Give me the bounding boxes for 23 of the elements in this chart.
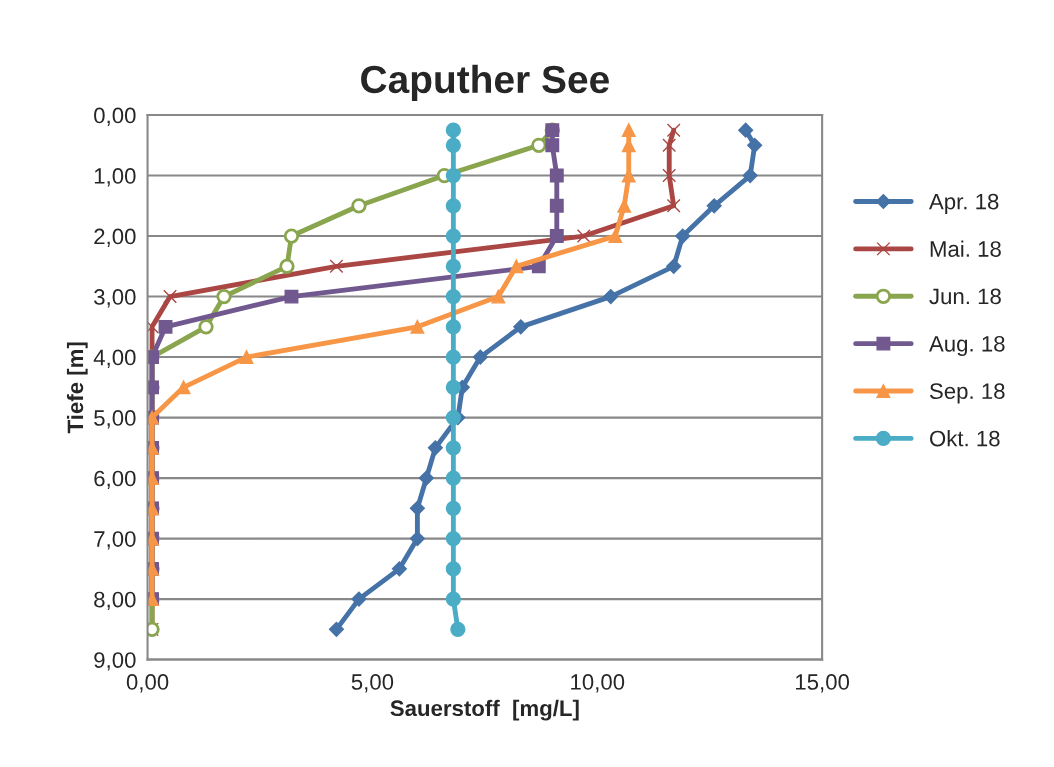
y-tick-label: 1,00: [94, 168, 136, 187]
legend-label: Apr. 18: [928, 193, 999, 214]
y-tick-label: 0,00: [94, 107, 136, 126]
x-tick-label: 5,00: [351, 674, 394, 693]
y-tick-label: 7,00: [94, 531, 136, 550]
y-tick-label: 6,00: [94, 470, 136, 489]
y-tick-label: 2,00: [94, 228, 136, 247]
x-tick-label: 10,00: [571, 674, 625, 693]
y-tick-label: 4,00: [93, 349, 136, 368]
legend-label: Jun. 18: [929, 288, 1001, 305]
y-axis-title: Tiefe [m]: [66, 342, 88, 434]
legend-label: Aug. 18: [928, 335, 1005, 357]
legend-label: Mai. 18: [930, 240, 1001, 257]
chart-title: Caputher See: [361, 64, 609, 101]
y-tick-label: 3,00: [94, 289, 136, 308]
legend-label: Okt. 18: [930, 430, 1000, 447]
x-axis-title: Sauerstoff [mg/L]: [390, 699, 579, 721]
y-tick-label: 9,00: [94, 652, 136, 671]
x-tick-label: 0,00: [126, 674, 169, 693]
legend-label: Sep. 18: [929, 383, 1005, 404]
y-tick-label: 8,00: [94, 591, 136, 611]
y-tick-label: 5,00: [94, 410, 136, 429]
x-tick-label: 15,00: [796, 674, 850, 693]
